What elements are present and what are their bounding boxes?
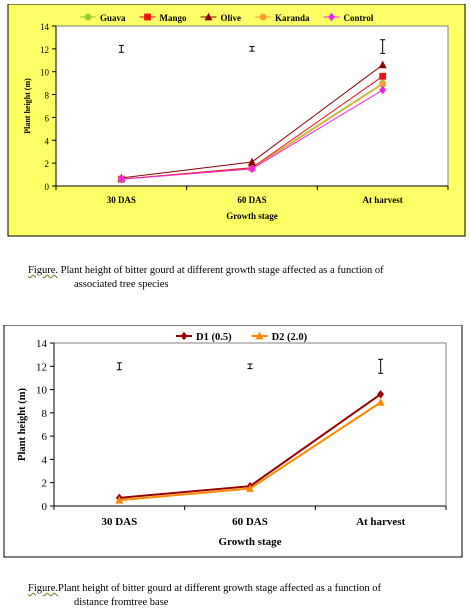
legend-item: Control bbox=[323, 12, 374, 23]
data-point bbox=[379, 85, 387, 95]
caption-1-line1: Plant height of bitter gourd at differen… bbox=[58, 265, 384, 276]
x-tick-label: At harvest bbox=[363, 195, 403, 205]
error-bar bbox=[249, 46, 255, 52]
legend: D1 (0.5) D2 (2.0) bbox=[176, 331, 308, 343]
legend-item: Mango bbox=[139, 13, 188, 23]
y-tick-label: 8 bbox=[45, 91, 50, 101]
legend-item: D1 (0.5) bbox=[176, 331, 232, 343]
y-tick-label: 0 bbox=[42, 501, 48, 513]
x-tick-label: 60 DAS bbox=[232, 516, 268, 528]
error-bar bbox=[247, 363, 253, 370]
data-point bbox=[246, 484, 254, 492]
series-control bbox=[117, 85, 387, 184]
y-tick-label: 14 bbox=[40, 22, 50, 32]
x-tick-label: 30 DAS bbox=[107, 195, 136, 205]
legend-label: Karanda bbox=[275, 13, 310, 23]
x-tick-label: At harvest bbox=[356, 516, 406, 528]
data-point bbox=[379, 72, 387, 80]
data-point bbox=[117, 174, 125, 184]
data-point bbox=[115, 495, 124, 504]
legend-marker bbox=[180, 331, 188, 341]
error-bar bbox=[118, 44, 124, 53]
caption-1-line2: associated tree species bbox=[74, 279, 169, 290]
y-tick-label: 4 bbox=[45, 136, 50, 146]
caption-1-label: Figure. bbox=[28, 265, 59, 276]
error-bar bbox=[380, 39, 386, 54]
legend-item: Guava bbox=[80, 13, 126, 23]
legend-marker bbox=[84, 13, 92, 21]
chart-distance: 0 2 4 6 8 10 12 14 30 DAS 60 DAS At harvest Growth … bbox=[3, 325, 463, 558]
caption-2-line2: distance fromtree base bbox=[74, 597, 169, 608]
y-tick-label: 10 bbox=[40, 68, 50, 78]
caption-1: Figure. Plant height of bitter gourd at … bbox=[28, 264, 384, 292]
x-tick-label: 60 DAS bbox=[237, 195, 266, 205]
legend-item: Karanda bbox=[255, 13, 310, 23]
caption-2: Figure.Plant height of bitter gourd at d… bbox=[28, 582, 381, 610]
legend-marker bbox=[259, 13, 267, 21]
y-tick-label: 10 bbox=[36, 385, 48, 397]
data-point bbox=[379, 80, 387, 88]
legend-marker bbox=[255, 331, 264, 340]
legend-label: D1 (0.5) bbox=[196, 332, 232, 343]
data-point bbox=[248, 157, 256, 166]
y-tick-label: 12 bbox=[40, 45, 49, 55]
x-axis-label: Growth stage bbox=[226, 211, 278, 221]
y-tick-label: 2 bbox=[42, 478, 48, 490]
y-tick-label: 14 bbox=[36, 338, 48, 350]
caption-2-line1: Plant height of bitter gourd at differen… bbox=[58, 583, 382, 594]
legend-marker bbox=[328, 12, 335, 22]
legend-label: Mango bbox=[160, 13, 188, 23]
legend-label: Control bbox=[344, 13, 374, 23]
y-tick-label: 0 bbox=[45, 182, 50, 192]
error-bar bbox=[378, 358, 384, 374]
y-tick-label: 4 bbox=[42, 454, 48, 466]
x-tick-label: 30 DAS bbox=[101, 516, 137, 528]
y-tick-label: 12 bbox=[36, 361, 47, 373]
legend-item: Olive bbox=[200, 12, 242, 23]
data-point bbox=[248, 164, 256, 174]
data-point bbox=[378, 60, 387, 69]
caption-2-label: Figure. bbox=[28, 583, 59, 594]
legend-marker bbox=[144, 13, 151, 21]
y-tick-label: 8 bbox=[42, 408, 48, 420]
series-d2-2-0- bbox=[115, 398, 385, 504]
legend-label: D2 (2.0) bbox=[272, 332, 308, 343]
y-tick-label: 6 bbox=[42, 431, 48, 443]
y-tick-label: 2 bbox=[45, 159, 50, 169]
data-point bbox=[376, 398, 385, 406]
y-axis-label: Plant height (m) bbox=[23, 78, 32, 134]
legend-label: Guava bbox=[100, 13, 126, 23]
x-axis-label: Growth stage bbox=[218, 536, 281, 548]
error-bar bbox=[116, 362, 122, 371]
chart-tree-species: 0 2 4 6 8 10 12 14 30 DAS 60 DAS At harvest Growth … bbox=[7, 4, 466, 237]
legend-label: Olive bbox=[221, 13, 242, 23]
legend-marker bbox=[204, 12, 213, 21]
legend-item: D2 (2.0) bbox=[251, 331, 308, 343]
y-axis-label: Plant height (m) bbox=[17, 388, 28, 461]
legend: Guava Mango Olive Karanda Control bbox=[80, 12, 374, 23]
data-point bbox=[377, 390, 385, 399]
y-tick-label: 6 bbox=[45, 113, 50, 123]
